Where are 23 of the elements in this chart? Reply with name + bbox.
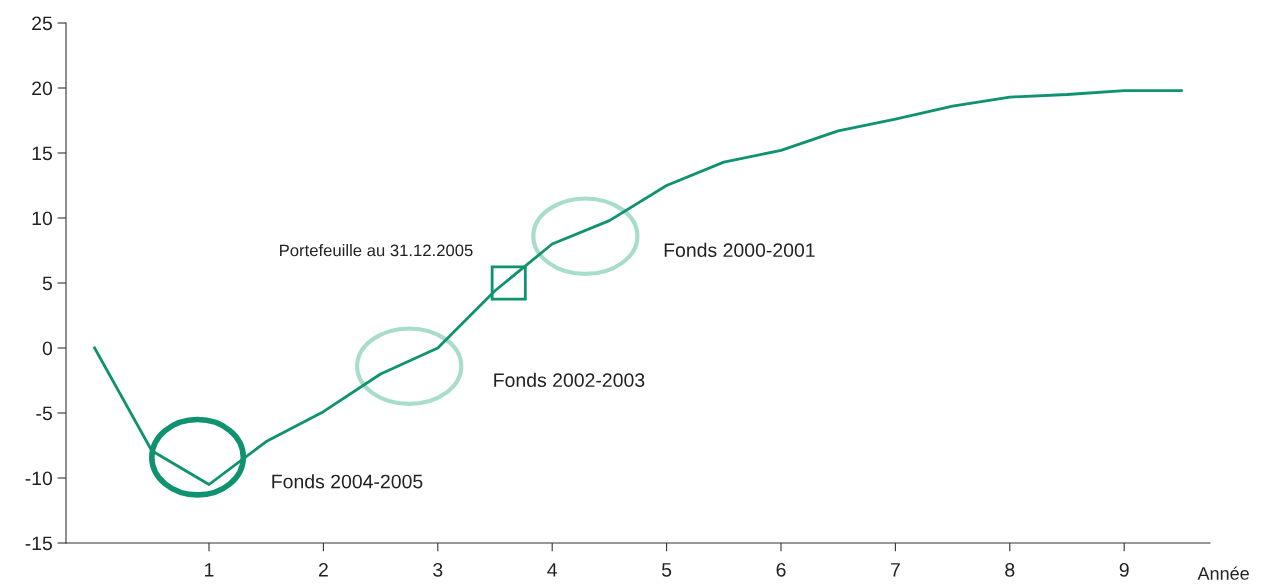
x-tick-label: 4	[547, 563, 558, 577]
y-tick-label: -15	[25, 536, 52, 551]
x-axis-title: Année	[1197, 566, 1249, 580]
y-tick-label: 20	[32, 81, 53, 96]
y-tick-label: 0	[42, 341, 53, 356]
x-tick-label: 5	[661, 563, 672, 577]
y-tick-label: 10	[32, 211, 53, 226]
y-tick-label: 5	[42, 276, 52, 291]
x-tick-label: 2	[318, 562, 328, 577]
x-tick-label: 8	[1005, 562, 1015, 577]
x-tick-label: 9	[1119, 562, 1129, 577]
annotation: Portefeuille au 31.12.2005	[280, 244, 473, 257]
y-tick-label: 25	[32, 16, 52, 31]
x-tick-label: 6	[776, 562, 786, 577]
annotation: Fonds 2002-2003	[494, 372, 645, 388]
x-tick-label: 7	[890, 563, 900, 577]
y-tick-label: -5	[36, 406, 52, 421]
x-tick-label: 3	[433, 562, 443, 577]
x-tick-label: 1	[205, 563, 214, 577]
y-tick-label: -10	[25, 471, 53, 486]
annotation: Fonds 2004-2005	[272, 474, 423, 489]
y-tick-label: 15	[32, 146, 52, 161]
annotation: Fonds 2000-2001	[664, 242, 815, 258]
